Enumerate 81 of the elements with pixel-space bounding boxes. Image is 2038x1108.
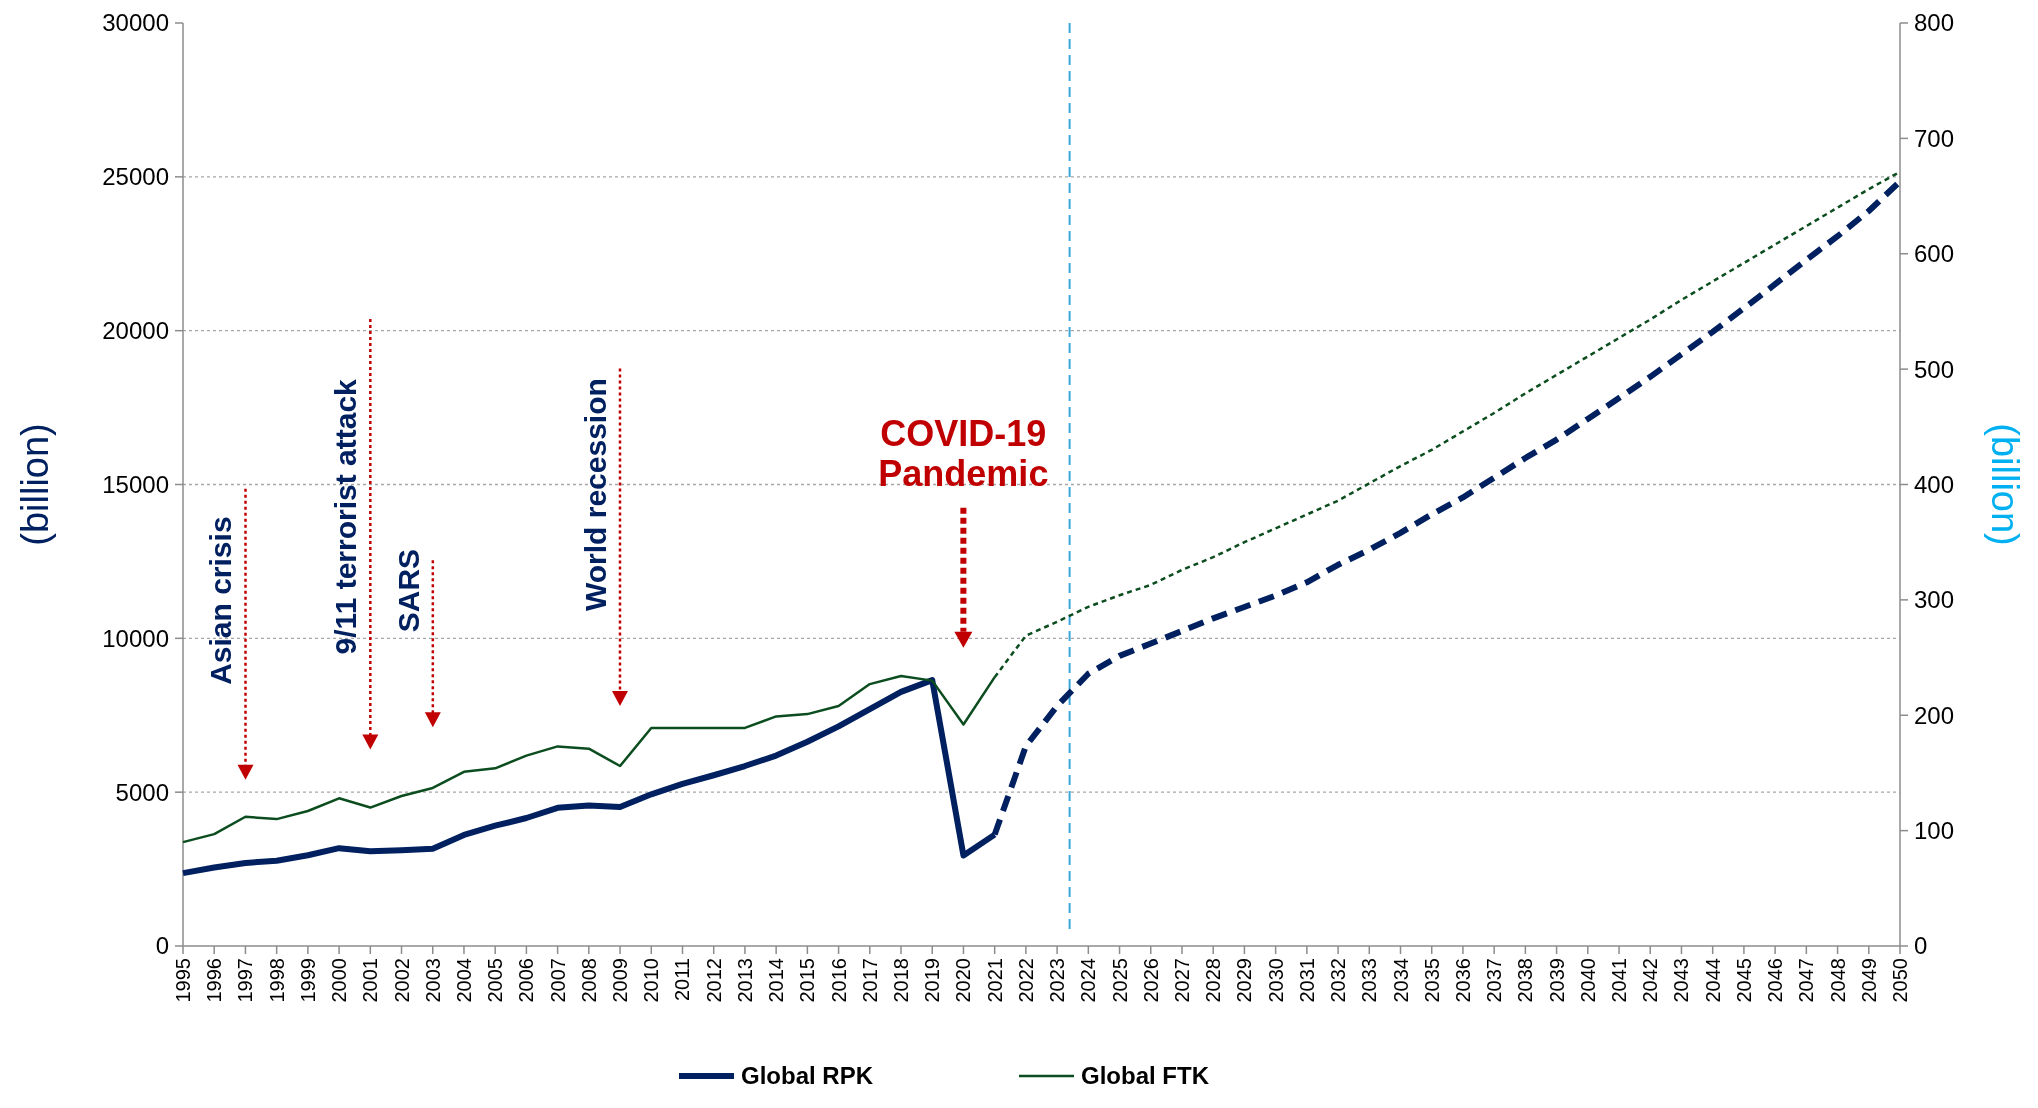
- annotation: COVID-19 Pandemic: [878, 412, 1049, 494]
- x-tick-label: 2002: [390, 958, 413, 1003]
- legend-label: Global RPK: [741, 1062, 874, 1090]
- x-tick-label: 2003: [421, 958, 444, 1003]
- x-tick-label: 2037: [1483, 958, 1506, 1003]
- y-tick-label: 20000: [102, 317, 169, 345]
- y-tick-label: 5000: [115, 778, 169, 806]
- x-tick-label: 1999: [296, 958, 319, 1003]
- x-tick-label: 2035: [1420, 958, 1443, 1003]
- annotation: SARS: [391, 548, 425, 633]
- y2-tick-label: 200: [1914, 701, 1955, 729]
- x-tick-label: 2017: [858, 958, 881, 1003]
- x-tick-label: 2019: [921, 958, 944, 1003]
- legend-label: Global FTK: [1081, 1062, 1210, 1090]
- x-tick-label: 2047: [1795, 958, 1818, 1003]
- x-tick-label: 2026: [1139, 958, 1162, 1003]
- x-tick-label: 2036: [1451, 958, 1474, 1003]
- x-tick-label: 2020: [952, 958, 975, 1003]
- x-tick-label: 2004: [452, 958, 475, 1003]
- y2-tick-label: 300: [1914, 586, 1955, 614]
- y2-tick-label: 700: [1914, 124, 1955, 152]
- x-tick-label: 2030: [1264, 958, 1287, 1003]
- x-tick-label: 1996: [203, 958, 226, 1003]
- x-tick-label: 2044: [1701, 958, 1724, 1003]
- x-tick-label: 2045: [1732, 958, 1755, 1003]
- x-tick-label: 2012: [702, 958, 725, 1003]
- x-tick-label: 2011: [671, 958, 694, 1002]
- y-tick-label: 15000: [102, 470, 169, 498]
- x-tick-label: 2009: [609, 958, 632, 1003]
- x-tick-label: 2042: [1639, 958, 1662, 1003]
- y2-tick-label: 100: [1914, 817, 1955, 845]
- x-tick-label: 1995: [172, 958, 194, 1003]
- x-tick-label: 2038: [1514, 958, 1537, 1003]
- x-tick-label: 2001: [359, 958, 382, 1003]
- annotation: Asian crisis: [204, 516, 238, 685]
- x-tick-label: 2048: [1826, 958, 1849, 1003]
- y2-tick-label: 0: [1914, 932, 1928, 960]
- y2-axis-title: (billion): [1984, 423, 2026, 546]
- x-tick-label: 2010: [640, 958, 663, 1003]
- y-axis-title: (billion): [14, 423, 56, 546]
- y-tick-label: 25000: [102, 163, 169, 191]
- annotation: 9/11 terrorist attack: [329, 378, 363, 655]
- x-tick-label: 2025: [1108, 958, 1131, 1003]
- x-tick-label: 2015: [796, 958, 819, 1003]
- x-tick-label: 2027: [1170, 958, 1193, 1003]
- x-tick-label: 2031: [1295, 958, 1318, 1003]
- y2-tick-label: 600: [1914, 240, 1955, 268]
- x-tick-label: 2039: [1545, 958, 1568, 1003]
- x-tick-label: 2040: [1576, 958, 1599, 1003]
- x-tick-label: 2034: [1389, 958, 1412, 1003]
- x-tick-label: 2016: [827, 958, 850, 1003]
- x-tick-label: 2013: [733, 958, 756, 1003]
- x-tick-label: 1998: [265, 958, 288, 1003]
- x-tick-label: 2024: [1077, 958, 1100, 1003]
- y-tick-label: 30000: [102, 9, 169, 37]
- x-tick-label: 2029: [1233, 958, 1256, 1003]
- x-tick-label: 2014: [765, 958, 788, 1003]
- x-tick-label: 2046: [1764, 958, 1787, 1003]
- y2-tick-label: 400: [1914, 470, 1955, 498]
- x-tick-label: 2007: [546, 958, 569, 1003]
- x-tick-label: 2028: [1202, 958, 1225, 1003]
- annotation: World recession: [578, 378, 612, 612]
- y2-tick-label: 500: [1914, 355, 1955, 383]
- x-tick-label: 2049: [1857, 958, 1880, 1003]
- x-tick-label: 1997: [234, 958, 257, 1003]
- x-tick-label: 2008: [577, 958, 600, 1003]
- x-tick-label: 2041: [1608, 958, 1631, 1003]
- x-tick-label: 2023: [1046, 958, 1069, 1003]
- y-tick-label: 0: [155, 932, 169, 960]
- x-tick-label: 2033: [1358, 958, 1381, 1003]
- y2-tick-label: 800: [1914, 9, 1955, 37]
- x-tick-label: 2006: [515, 958, 538, 1003]
- x-tick-label: 2000: [328, 958, 351, 1003]
- x-tick-label: 2022: [1014, 958, 1037, 1003]
- x-tick-label: 2018: [890, 958, 913, 1003]
- x-tick-label: 2021: [983, 958, 1006, 1003]
- y-tick-label: 10000: [102, 624, 169, 652]
- x-tick-label: 2043: [1670, 958, 1693, 1003]
- x-tick-label: 2032: [1327, 958, 1350, 1003]
- x-tick-label: 2050: [1889, 958, 1911, 1003]
- x-tick-label: 2005: [484, 958, 507, 1003]
